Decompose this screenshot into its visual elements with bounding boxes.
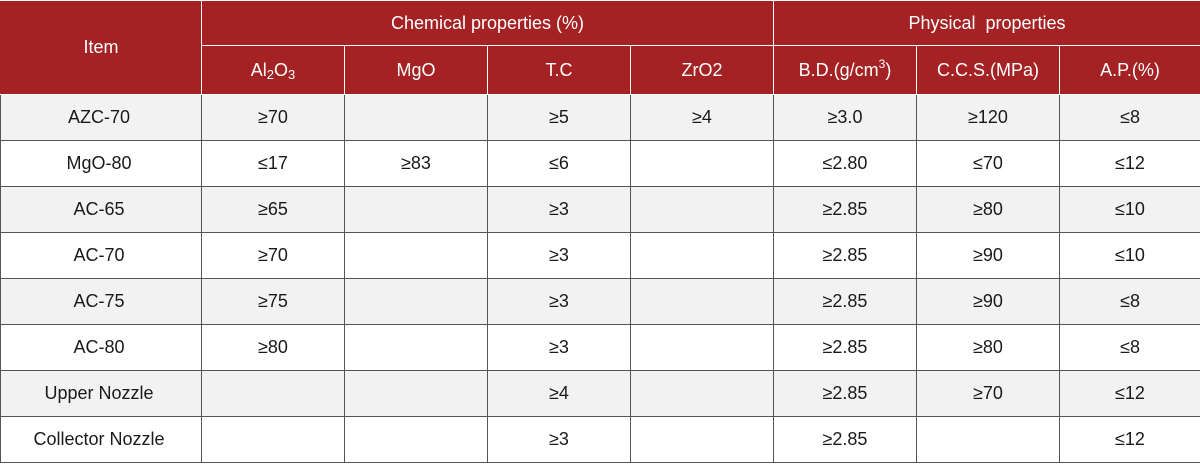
ap-header: A.P.(%) <box>1058 45 1200 95</box>
header-row-groups: Item Chemical properties (%) Physical pr… <box>0 0 1200 95</box>
item-cell: AC-65 <box>0 186 202 233</box>
tc-header: T.C <box>487 45 631 95</box>
zro2-cell: ≥4 <box>630 94 774 141</box>
bd-cell: ≥3.0 <box>773 94 917 141</box>
chemical-properties-header: Chemical properties (%) <box>201 0 774 46</box>
bd-cell: ≥2.85 <box>773 370 917 417</box>
al2o3-cell <box>201 416 345 463</box>
tc-cell: ≥3 <box>487 416 631 463</box>
al2o3-cell: ≥70 <box>201 94 345 141</box>
mgo-cell <box>344 232 488 279</box>
tc-cell: ≥3 <box>487 232 631 279</box>
bd-cell: ≥2.85 <box>773 278 917 325</box>
al2o3-cell: ≥70 <box>201 232 345 279</box>
item-cell: Upper Nozzle <box>0 370 202 417</box>
al2o3-cell: ≤17 <box>201 140 345 187</box>
item-header: Item <box>0 0 202 95</box>
mgo-cell <box>344 370 488 417</box>
mgo-cell: ≥83 <box>344 140 488 187</box>
table-row: MgO-80 ≤17 ≥83 ≤6 ≤2.80 ≤70 ≤12 <box>0 140 1200 187</box>
bd-cell: ≥2.85 <box>773 232 917 279</box>
mgo-cell <box>344 416 488 463</box>
header-row-columns: Al2O3 MgO T.C ZrO2 B.D.(g/cm3) C.C.S.(MP… <box>1 45 1200 95</box>
ap-cell: ≤10 <box>1058 186 1200 233</box>
table-row: AC-70 ≥70 ≥3 ≥2.85 ≥90 ≤10 <box>0 232 1200 279</box>
al2o3-cell: ≥80 <box>201 324 345 371</box>
item-cell: AC-75 <box>0 278 202 325</box>
item-cell: AC-80 <box>0 324 202 371</box>
ccs-cell: ≥120 <box>916 94 1060 141</box>
ap-cell: ≤12 <box>1058 370 1200 417</box>
item-cell: MgO-80 <box>0 140 202 187</box>
ap-cell: ≤12 <box>1058 416 1200 463</box>
mgo-cell <box>344 324 488 371</box>
zro2-cell <box>630 324 774 371</box>
bd-cell: ≤2.80 <box>773 140 917 187</box>
table-row: AZC-70 ≥70 ≥5 ≥4 ≥3.0 ≥120 ≤8 <box>0 94 1200 141</box>
ccs-cell: ≥80 <box>916 324 1060 371</box>
zro2-cell <box>630 186 774 233</box>
zro2-cell <box>630 416 774 463</box>
al2o3-header: Al2O3 <box>201 45 345 95</box>
ccs-cell <box>916 416 1060 463</box>
al2o3-cell: ≥75 <box>201 278 345 325</box>
ccs-header: C.C.S.(MPa) <box>916 45 1060 95</box>
table-row: Upper Nozzle ≥4 ≥2.85 ≥70 ≤12 <box>0 370 1200 417</box>
zro2-cell <box>630 232 774 279</box>
ap-cell: ≤10 <box>1058 232 1200 279</box>
table-row: AC-75 ≥75 ≥3 ≥2.85 ≥90 ≤8 <box>0 278 1200 325</box>
item-cell: AZC-70 <box>0 94 202 141</box>
bd-cell: ≥2.85 <box>773 416 917 463</box>
ccs-cell: ≥80 <box>916 186 1060 233</box>
zro2-cell <box>630 370 774 417</box>
tc-cell: ≥3 <box>487 324 631 371</box>
tc-cell: ≤6 <box>487 140 631 187</box>
tc-cell: ≥3 <box>487 278 631 325</box>
al2o3-cell: ≥65 <box>201 186 345 233</box>
tc-cell: ≥4 <box>487 370 631 417</box>
ap-cell: ≤8 <box>1058 278 1200 325</box>
tc-cell: ≥5 <box>487 94 631 141</box>
mgo-cell <box>344 94 488 141</box>
ccs-cell: ≤70 <box>916 140 1060 187</box>
zro2-cell <box>630 278 774 325</box>
table-row: AC-65 ≥65 ≥3 ≥2.85 ≥80 ≤10 <box>0 186 1200 233</box>
ccs-cell: ≥70 <box>916 370 1060 417</box>
ap-cell: ≤8 <box>1058 324 1200 371</box>
mgo-cell <box>344 278 488 325</box>
table-body: AZC-70 ≥70 ≥5 ≥4 ≥3.0 ≥120 ≤8 MgO-80 ≤17… <box>0 94 1200 463</box>
table-row: AC-80 ≥80 ≥3 ≥2.85 ≥80 ≤8 <box>0 324 1200 371</box>
table-row: Collector Nozzle ≥3 ≥2.85 ≤12 <box>0 416 1200 463</box>
item-cell: Collector Nozzle <box>0 416 202 463</box>
mgo-cell <box>344 186 488 233</box>
mgo-header: MgO <box>344 45 488 95</box>
ccs-cell: ≥90 <box>916 232 1060 279</box>
zro2-cell <box>630 140 774 187</box>
bd-header: B.D.(g/cm3) <box>773 45 917 95</box>
physical-properties-header: Physical properties <box>772 0 1200 46</box>
bd-cell: ≥2.85 <box>773 186 917 233</box>
item-cell: AC-70 <box>0 232 202 279</box>
al2o3-cell <box>201 370 345 417</box>
table-header: Item Chemical properties (%) Physical pr… <box>0 0 1200 95</box>
ap-cell: ≤12 <box>1058 140 1200 187</box>
bd-cell: ≥2.85 <box>773 324 917 371</box>
ap-cell: ≤8 <box>1058 94 1200 141</box>
tc-cell: ≥3 <box>487 186 631 233</box>
zro2-header: ZrO2 <box>630 45 774 95</box>
ccs-cell: ≥90 <box>916 278 1060 325</box>
